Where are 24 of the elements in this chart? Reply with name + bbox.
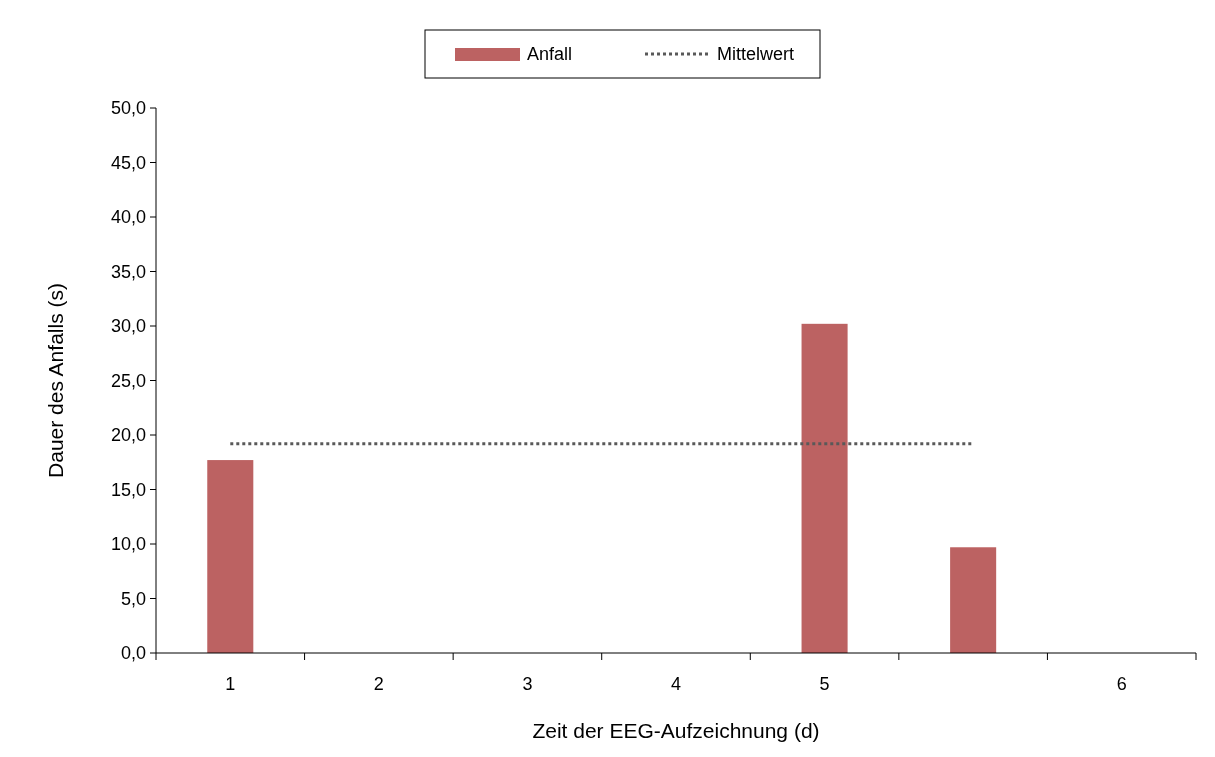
y-tick-label: 0,0 (120, 643, 146, 664)
x-tick-label: 2 (373, 674, 384, 694)
bar (207, 460, 254, 653)
x-tick-label: 3 (522, 674, 533, 694)
bar (801, 323, 848, 653)
y-tick-label: 40,0 (110, 207, 146, 228)
y-tick-label: 35,0 (110, 261, 146, 282)
x-tick-label: 5 (819, 674, 830, 694)
y-tick-label: 20,0 (110, 425, 146, 446)
x-axis-title: Zeit der EEG-Aufzeichnung (d) (532, 719, 820, 742)
y-tick-label: 50,0 (110, 98, 146, 119)
x-tick-label: 6 (1116, 674, 1127, 694)
y-tick-label: 30,0 (110, 316, 146, 337)
legend-label: Anfall (527, 44, 573, 65)
x-tick-label: 1 (225, 674, 236, 694)
y-tick-label: 15,0 (110, 479, 146, 500)
legend-label: Mittelwert (717, 44, 795, 65)
y-tick-label: 5,0 (120, 588, 146, 609)
y-axis-title: Dauer des Anfalls (s) (44, 283, 67, 478)
y-tick-label: 45,0 (110, 152, 146, 173)
y-tick-label: 10,0 (110, 534, 146, 555)
y-tick-label: 25,0 (110, 370, 146, 391)
x-tick-label: 4 (670, 674, 682, 694)
bar (950, 547, 997, 653)
